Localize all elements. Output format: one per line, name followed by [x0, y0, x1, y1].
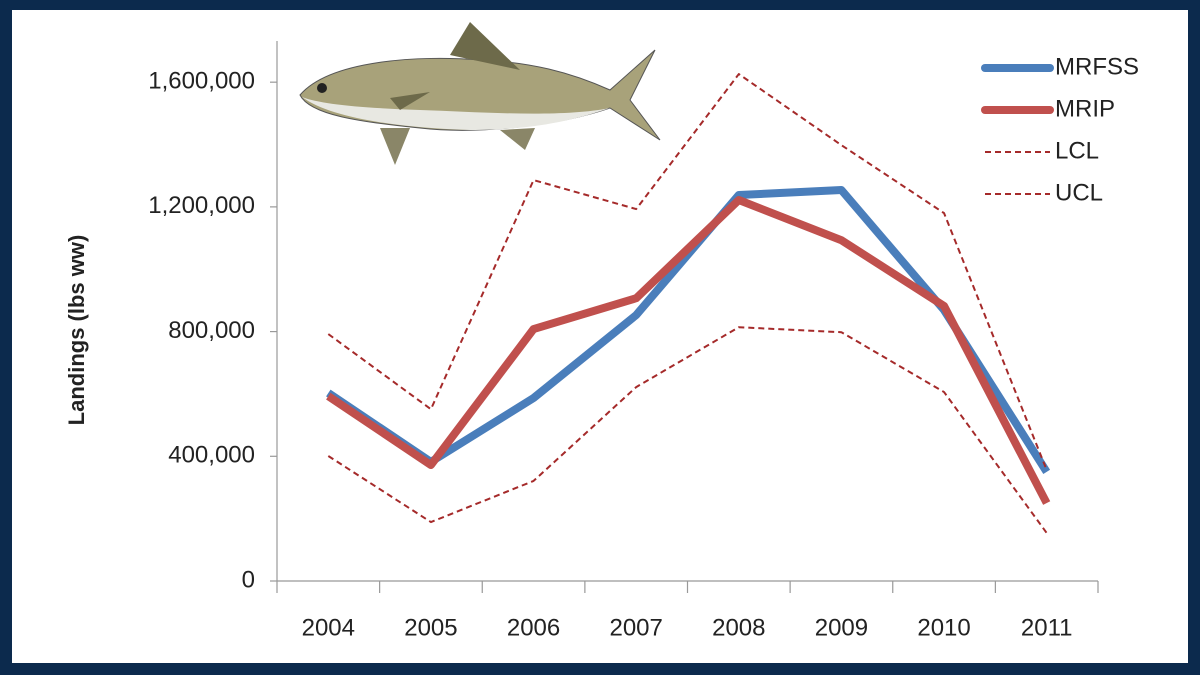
x-tick-label: 2006	[507, 614, 560, 641]
x-tick-label: 2010	[917, 614, 970, 641]
y-tick-label: 800,000	[168, 317, 255, 344]
y-tick-label: 400,000	[168, 442, 255, 469]
x-tick-label: 2008	[712, 614, 765, 641]
series-line	[326, 186, 1051, 475]
y-tick-label: 1,600,000	[148, 68, 255, 95]
x-tick-label: 2011	[1021, 614, 1073, 641]
y-tick-label: 0	[242, 566, 255, 593]
fish-illustration	[299, 22, 661, 165]
series-line	[326, 196, 1051, 505]
legend-label: MRFSS	[1055, 53, 1139, 80]
legend-label: UCL	[1055, 179, 1103, 206]
y-axis-label: Landings (lbs ww)	[64, 235, 89, 426]
confidence-line	[327, 326, 1048, 534]
legend-label: LCL	[1055, 137, 1099, 164]
x-tick-label: 2004	[302, 614, 355, 641]
chart-background	[12, 10, 1188, 663]
x-tick-label: 2009	[815, 614, 868, 641]
x-tick-label: 2007	[609, 614, 662, 641]
x-tick-label: 2005	[404, 614, 457, 641]
y-tick-label: 1,200,000	[148, 192, 255, 219]
legend-label: MRIP	[1055, 95, 1115, 122]
confidence-line	[327, 73, 1048, 471]
